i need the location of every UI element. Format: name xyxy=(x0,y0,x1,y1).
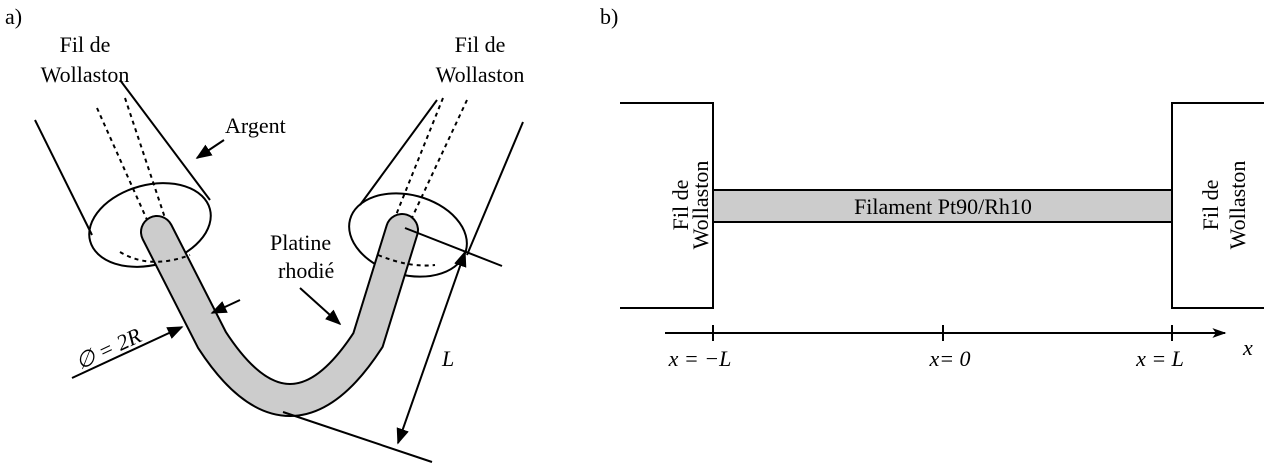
platinum-label: Platine xyxy=(270,230,331,255)
right-wire xyxy=(340,98,523,289)
wire-label: Fil de xyxy=(1198,180,1223,231)
panel-label: b) xyxy=(600,4,618,29)
panel-label: a) xyxy=(5,4,22,29)
left-wire xyxy=(35,80,220,280)
length-label: L xyxy=(441,346,454,371)
wire-label: Fil de xyxy=(60,32,111,57)
diagram: a) Fil de Wollaston Fil de Wollaston Arg… xyxy=(0,0,1264,463)
axis-label: x xyxy=(1242,335,1253,360)
wire-label: Fil de xyxy=(455,32,506,57)
platinum-tube xyxy=(120,230,435,400)
wire-label: Wollaston xyxy=(41,62,130,87)
wire-label: Wollaston xyxy=(1225,161,1250,250)
panel-a: a) Fil de Wollaston Fil de Wollaston Arg… xyxy=(5,4,524,462)
tick-label: x= 0 xyxy=(928,346,970,371)
filament-label: Filament Pt90/Rh10 xyxy=(854,194,1032,219)
tick-label: x = −L xyxy=(668,346,732,371)
tick-label: x = L xyxy=(1135,346,1184,371)
silver-label: Argent xyxy=(225,113,286,138)
panel-b: b) Filament Pt90/Rh10 Fil de Wollaston F… xyxy=(600,4,1264,371)
wire-label: Wollaston xyxy=(436,62,525,87)
diameter-label: ∅ = 2R xyxy=(72,322,146,374)
platinum-label: rhodié xyxy=(278,258,334,283)
wire-label: Wollaston xyxy=(688,161,713,250)
